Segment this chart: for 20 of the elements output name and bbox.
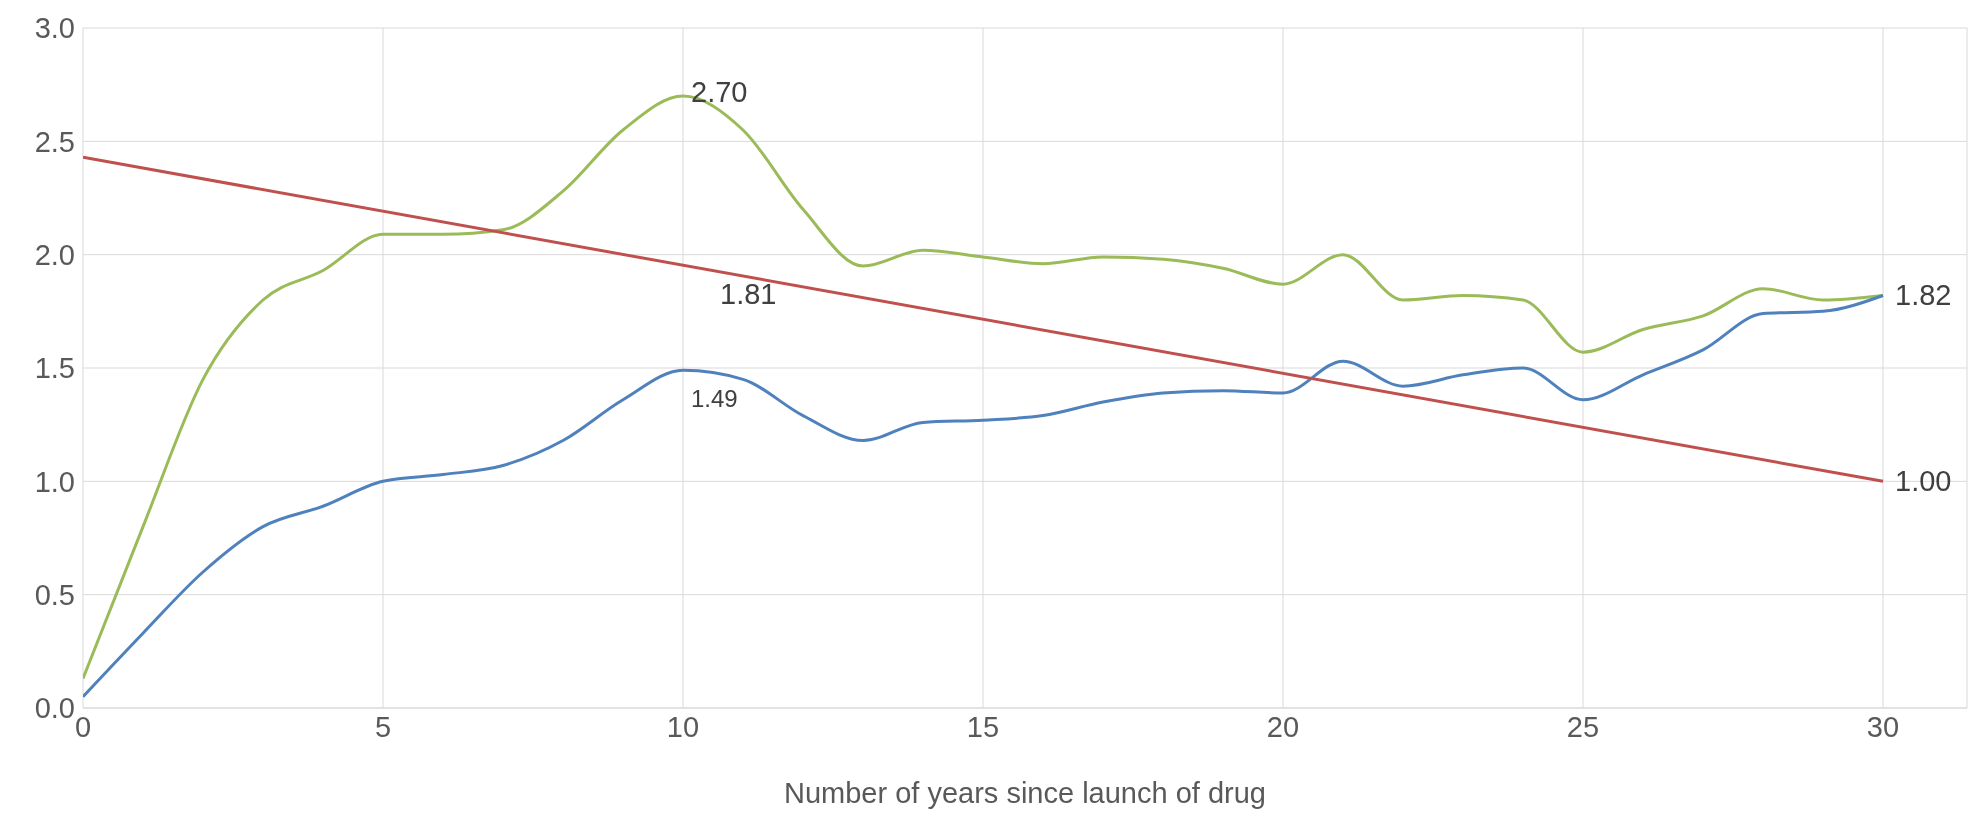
y-tick-label: 0.0 [34, 692, 75, 725]
x-tick-label: 25 [1566, 710, 1600, 743]
x-tick-label: 30 [1866, 710, 1900, 743]
x-axis-title: Number of years since launch of drug [784, 777, 1266, 809]
y-tick-label: 2.0 [34, 238, 75, 271]
x-tick-label: 20 [1266, 710, 1300, 743]
data-label: 1.00 [1895, 464, 1952, 497]
x-tick-label: 5 [374, 710, 392, 743]
data-label: 2.70 [691, 75, 748, 108]
annotation: 1.81 [720, 278, 777, 311]
data-label: 1.49 [691, 384, 738, 412]
x-tick-label: 0 [74, 710, 92, 743]
y-tick-label: 2.5 [34, 125, 75, 158]
x-tick-label: 10 [666, 710, 700, 743]
y-tick-label: 0.5 [34, 578, 75, 611]
data-label: 1.82 [1895, 279, 1952, 312]
x-tick-label: 15 [966, 710, 1000, 743]
y-tick-label: 1.5 [34, 352, 75, 385]
y-tick-label: 3.0 [34, 12, 75, 45]
y-tick-label: 1.0 [34, 465, 75, 498]
